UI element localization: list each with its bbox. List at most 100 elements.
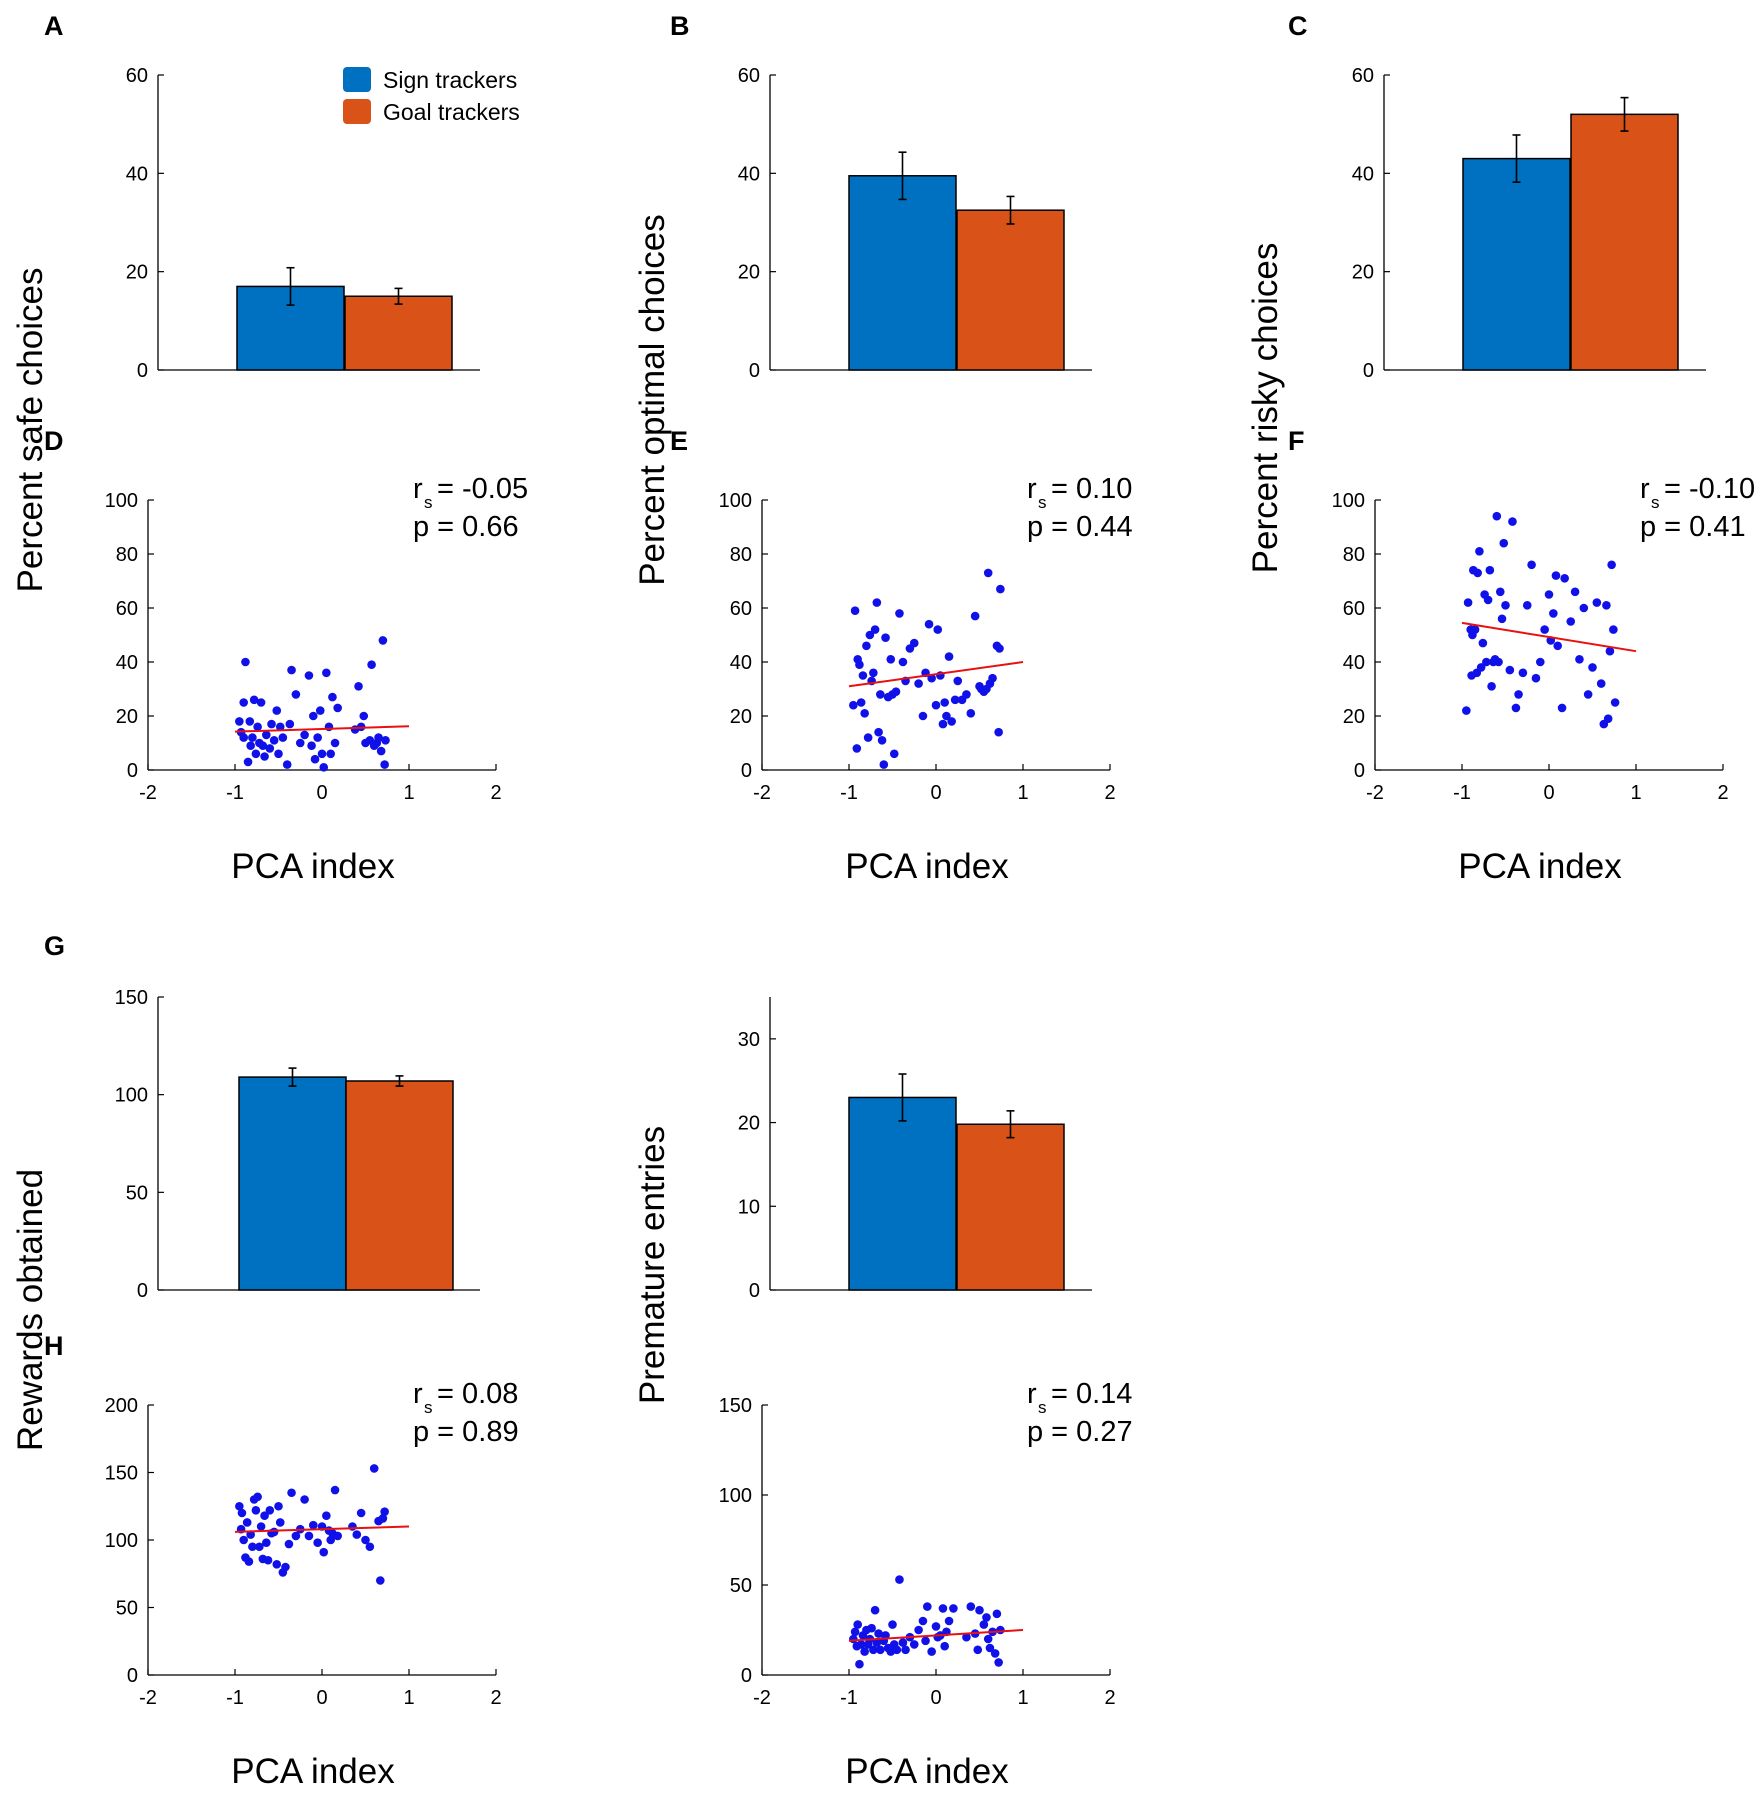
- data-point: [909, 1640, 919, 1649]
- data-point: [914, 679, 923, 688]
- panel-letter-g: G: [44, 931, 65, 961]
- data-point: [901, 1645, 910, 1655]
- data-point: [1478, 638, 1488, 648]
- data-point: [881, 633, 890, 642]
- x-tick-label: -1: [226, 1687, 244, 1709]
- data-point: [1508, 517, 1517, 526]
- y-tick-label: 0: [127, 1665, 138, 1687]
- data-point: [966, 1602, 976, 1611]
- stat-r: r: [413, 1378, 423, 1410]
- data-point: [850, 606, 860, 615]
- data-point: [244, 1557, 254, 1566]
- data-point: [242, 1518, 252, 1527]
- data-point: [1511, 703, 1521, 713]
- data-point: [307, 741, 316, 750]
- stat-p-value: p = 0.27: [1027, 1416, 1133, 1448]
- stat-r-subscript: s: [424, 1398, 433, 1417]
- stat-r-subscript: s: [1038, 493, 1047, 512]
- x-tick-label: 0: [316, 782, 327, 804]
- data-point: [291, 690, 301, 699]
- data-point: [966, 709, 976, 718]
- data-point: [983, 1634, 993, 1644]
- bar-sign: [238, 1076, 347, 1291]
- data-point: [1609, 625, 1618, 634]
- data-point: [367, 660, 376, 669]
- y-tick-label: 20: [1343, 706, 1365, 728]
- y-tick-label: 40: [1343, 652, 1365, 674]
- data-point: [1566, 617, 1576, 626]
- data-point: [239, 1535, 248, 1545]
- data-point: [310, 754, 320, 764]
- data-point: [923, 1602, 932, 1611]
- data-point: [287, 1488, 296, 1498]
- bar-goal: [956, 1123, 1065, 1291]
- data-point: [262, 730, 271, 740]
- bar-goal: [345, 1080, 454, 1291]
- x-tick-label: 0: [316, 1687, 327, 1709]
- panel-letter-e: E: [670, 426, 688, 456]
- data-point: [361, 1535, 370, 1545]
- data-point: [909, 638, 919, 648]
- data-point: [265, 1506, 275, 1515]
- y-tick-label: 60: [1352, 65, 1374, 87]
- data-point: [994, 727, 1003, 737]
- data-point: [260, 752, 269, 761]
- stat-r: r: [413, 473, 423, 505]
- stat-r-value: = 0.08: [437, 1378, 518, 1410]
- data-point: [352, 1530, 362, 1539]
- data-point: [330, 1485, 340, 1495]
- data-point: [313, 733, 322, 742]
- y-tick-label: 50: [116, 1598, 138, 1620]
- y-tick-label: 100: [1332, 490, 1365, 512]
- panel-h: H 0 50 100 150 200 -2 -1 0 1 2 r s = 0.08 p = 0.89 PCA…: [44, 1331, 519, 1791]
- data-point: [944, 652, 954, 661]
- data-point: [1551, 571, 1561, 580]
- data-point: [889, 749, 899, 759]
- panel-b: B 0 20 40 60 Percent optimal choices: [633, 11, 1092, 586]
- y-tick-label: 0: [741, 760, 752, 782]
- data-point: [304, 671, 314, 680]
- data-point: [374, 733, 383, 742]
- bar-goal: [1570, 113, 1679, 371]
- data-point: [856, 698, 866, 707]
- data-point: [1492, 511, 1502, 521]
- data-point: [949, 1604, 958, 1613]
- y-tick-label: 150: [719, 1395, 752, 1417]
- data-point: [256, 698, 266, 707]
- data-point: [291, 1531, 301, 1541]
- data-point: [251, 749, 261, 759]
- stat-r-subscript: s: [1651, 493, 1660, 512]
- data-point: [378, 1514, 388, 1523]
- y-tick-label: 10: [738, 1196, 760, 1218]
- data-point: [1485, 565, 1495, 575]
- data-point: [1592, 598, 1602, 607]
- y-axis-label: Percent optimal choices: [633, 214, 672, 586]
- legend-swatch-sign: [343, 67, 371, 92]
- x-tick-label: 1: [403, 1687, 414, 1709]
- y-tick-label: 0: [1363, 360, 1374, 382]
- legend-swatch-goal: [343, 99, 371, 124]
- data-point: [260, 1511, 269, 1520]
- panel-i: 0 50 100 150 -2 -1 0 1 2 r s = 0.14 p = 0.27 PCA ind…: [719, 1378, 1133, 1791]
- data-point: [874, 727, 883, 737]
- data-point: [860, 709, 869, 718]
- data-point: [258, 741, 268, 750]
- data-point: [1603, 714, 1613, 723]
- data-point: [1596, 679, 1606, 688]
- data-point: [295, 738, 305, 748]
- data-point: [1462, 706, 1471, 715]
- data-point: [265, 744, 275, 753]
- data-point: [970, 611, 980, 621]
- data-point: [862, 641, 871, 651]
- x-tick-label: -1: [1453, 782, 1471, 804]
- data-point: [870, 625, 880, 634]
- y-tick-label: 100: [115, 1085, 148, 1107]
- data-point: [248, 733, 257, 742]
- panel-letter-h: H: [44, 1331, 64, 1361]
- data-point: [855, 1659, 864, 1669]
- data-point: [940, 698, 949, 707]
- data-point: [850, 1627, 860, 1637]
- panel-f: F 0 20 40 60 80 100 -2 -1 0 1 2 r s = -0.10 p = 0.41 PC…: [1288, 426, 1755, 886]
- regression-line: [848, 1629, 1024, 1642]
- data-point: [869, 1645, 878, 1655]
